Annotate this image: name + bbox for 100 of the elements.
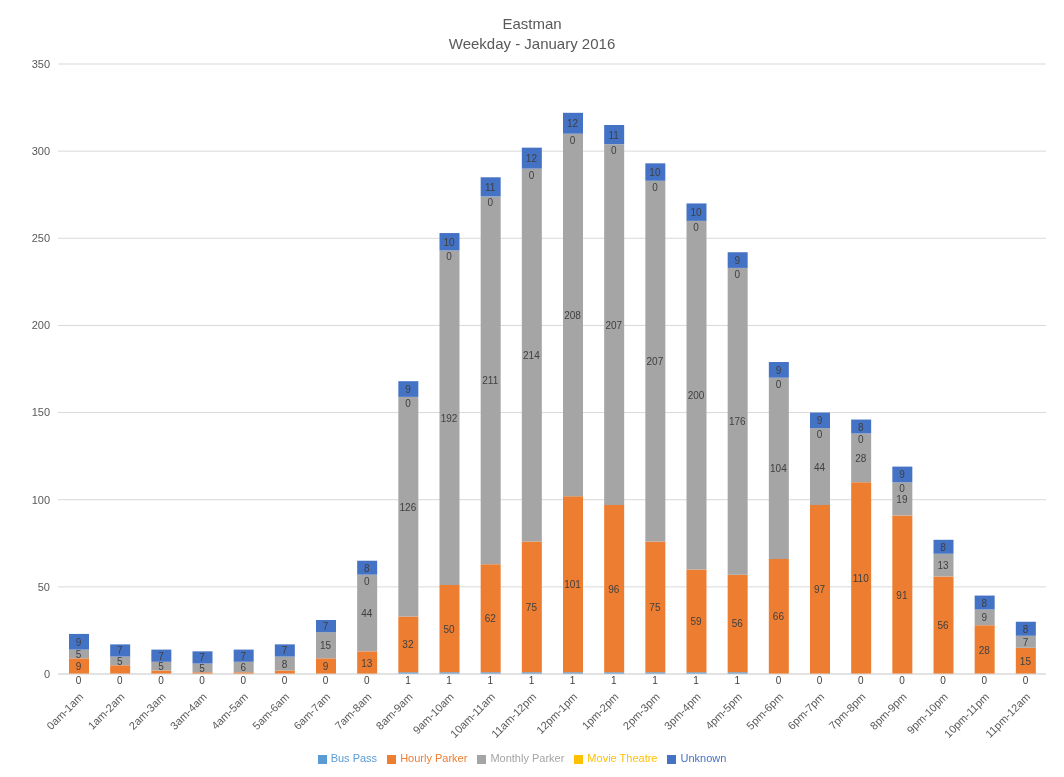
data-label: 75 bbox=[649, 601, 661, 613]
data-label: 0 bbox=[528, 169, 535, 181]
data-label: 44 bbox=[814, 461, 826, 473]
data-label: 75 bbox=[525, 601, 538, 613]
data-label: 207 bbox=[605, 319, 623, 331]
data-label: 8 bbox=[281, 658, 288, 670]
data-label: 0 bbox=[75, 675, 82, 686]
data-label: 7 bbox=[199, 652, 206, 664]
data-label: 5 bbox=[75, 648, 82, 660]
data-label: 101 bbox=[564, 579, 582, 591]
data-label: 7 bbox=[322, 621, 329, 633]
data-label: 9 bbox=[405, 384, 412, 396]
data-label: 126 bbox=[399, 501, 417, 513]
data-label: 192 bbox=[440, 412, 458, 424]
data-label: 200 bbox=[687, 390, 705, 402]
data-label: 0 bbox=[693, 221, 700, 233]
data-label: 208 bbox=[564, 309, 582, 321]
y-tick-label: 100 bbox=[31, 493, 50, 506]
y-tick-label: 250 bbox=[31, 232, 50, 245]
data-label: 7 bbox=[281, 645, 288, 657]
data-label: 0 bbox=[775, 378, 782, 390]
data-label: 0 bbox=[734, 268, 741, 280]
data-label: 1 bbox=[610, 675, 617, 687]
y-tick-label: 300 bbox=[31, 145, 50, 158]
data-label: 7 bbox=[116, 645, 123, 657]
chart-subtitle: Weekday - January 2016 bbox=[447, 34, 617, 54]
data-label: 9 bbox=[775, 364, 782, 376]
data-label: 0 bbox=[899, 483, 906, 495]
data-label: 10 bbox=[690, 207, 703, 219]
data-label: 1 bbox=[693, 675, 700, 687]
data-label: 28 bbox=[855, 452, 867, 464]
data-label: 6 bbox=[240, 662, 247, 674]
legend-label: Movie Theatre bbox=[587, 752, 658, 764]
data-label: 7 bbox=[1022, 636, 1029, 648]
legend-label: Hourly Parker bbox=[400, 752, 468, 764]
data-label: 0 bbox=[199, 675, 206, 686]
data-label: 1 bbox=[405, 675, 412, 687]
data-label: 9 bbox=[816, 415, 823, 427]
data-label: 110 bbox=[852, 573, 870, 585]
data-label: 0 bbox=[857, 434, 864, 446]
data-label: 0 bbox=[116, 675, 123, 686]
data-label: 0 bbox=[775, 675, 782, 686]
data-label: 8 bbox=[981, 597, 988, 609]
data-label: 11 bbox=[485, 181, 496, 193]
data-label: 12 bbox=[525, 153, 538, 165]
data-label: 9 bbox=[981, 612, 988, 624]
legend-label: Bus Pass bbox=[330, 752, 378, 764]
data-label: 62 bbox=[484, 613, 497, 625]
data-label: 12 bbox=[567, 118, 579, 130]
data-label: 207 bbox=[646, 356, 664, 368]
data-label: 1 bbox=[569, 675, 576, 687]
data-label: 0 bbox=[940, 675, 947, 686]
data-label: 0 bbox=[816, 675, 823, 686]
data-label: 50 bbox=[443, 623, 456, 635]
data-label: 0 bbox=[899, 675, 906, 686]
data-label: 7 bbox=[158, 650, 165, 662]
y-tick-label: 200 bbox=[31, 319, 50, 332]
chart-title: Eastman bbox=[501, 14, 563, 34]
data-label: 13 bbox=[361, 657, 373, 669]
data-label: 0 bbox=[816, 429, 823, 441]
data-label: 9 bbox=[734, 255, 741, 267]
data-label: 9 bbox=[322, 661, 329, 673]
data-label: 0 bbox=[652, 181, 659, 193]
data-label: 5 bbox=[116, 655, 123, 667]
data-label: 0 bbox=[363, 675, 370, 686]
data-label: 0 bbox=[857, 675, 864, 686]
data-label: 0 bbox=[322, 675, 329, 686]
data-label: 56 bbox=[731, 618, 744, 630]
data-label: 8 bbox=[857, 421, 864, 433]
data-label: 59 bbox=[690, 615, 703, 627]
data-label: 9 bbox=[75, 636, 82, 648]
data-label: 5 bbox=[158, 661, 165, 673]
data-label: 91 bbox=[896, 589, 908, 601]
legend-label: Unknown bbox=[680, 752, 727, 764]
data-label: 28 bbox=[978, 644, 991, 656]
data-label: 8 bbox=[363, 562, 370, 574]
data-label: 0 bbox=[487, 197, 494, 209]
data-label: 7 bbox=[240, 650, 247, 662]
data-label: 5 bbox=[199, 662, 206, 674]
data-label: 10 bbox=[649, 167, 661, 179]
data-label: 10 bbox=[443, 236, 456, 248]
data-label: 0 bbox=[363, 575, 370, 587]
data-label: 0 bbox=[240, 675, 247, 686]
data-label: 97 bbox=[814, 584, 826, 596]
data-label: 214 bbox=[523, 350, 541, 362]
data-label: 9 bbox=[75, 661, 82, 673]
data-label: 9 bbox=[899, 469, 906, 481]
data-label: 1 bbox=[528, 675, 535, 687]
data-label: 11 bbox=[608, 129, 620, 141]
data-label: 56 bbox=[937, 620, 950, 632]
y-tick-label: 350 bbox=[31, 57, 50, 70]
data-label: 0 bbox=[610, 145, 617, 157]
y-tick-label: 0 bbox=[43, 667, 50, 680]
data-label: 0 bbox=[446, 251, 453, 263]
data-label: 44 bbox=[361, 608, 373, 619]
data-label: 0 bbox=[569, 134, 576, 146]
data-label: 0 bbox=[281, 675, 288, 686]
data-label: 0 bbox=[1022, 675, 1029, 686]
data-label: 19 bbox=[896, 493, 908, 505]
legend-label: Monthly Parker bbox=[490, 752, 565, 764]
